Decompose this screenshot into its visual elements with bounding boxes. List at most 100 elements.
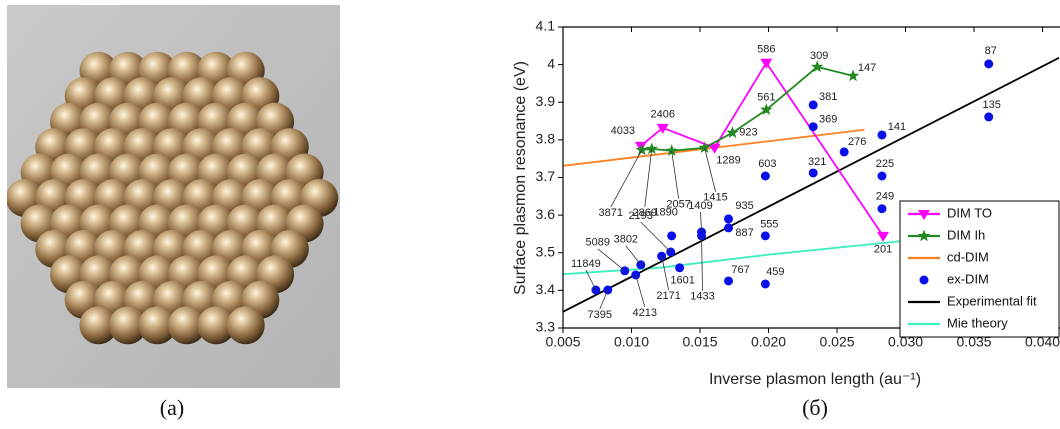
y-tick-label: 3.5 [536, 243, 556, 259]
marker [635, 143, 648, 156]
x-tick-label: 0.010 [614, 334, 649, 350]
x-tick-label: 0.015 [682, 334, 717, 350]
marker [698, 141, 711, 153]
marker [918, 210, 930, 220]
label-leader [701, 235, 703, 291]
sphere [108, 306, 147, 345]
marker [877, 171, 887, 181]
marker [726, 126, 739, 138]
y-tick-label: 3.9 [536, 93, 556, 109]
marker [760, 279, 770, 289]
caption: (б) [802, 395, 828, 420]
marker [760, 103, 773, 115]
y-tick-label: 3.8 [536, 131, 556, 147]
sphere [79, 306, 118, 345]
legend: DIM TO DIM Ih cd-DIM ex-DIM Experimental fit… [899, 200, 1060, 338]
x-tick-label: 0.005 [545, 334, 580, 350]
marker [667, 231, 677, 241]
point-label: 87 [985, 45, 997, 57]
point-label: 1289 [716, 155, 740, 167]
x-tick-label: 0.030 [888, 334, 923, 350]
sphere [138, 306, 177, 345]
legend-label: DIM Ih [947, 227, 985, 242]
marker [656, 123, 669, 134]
marker [708, 143, 721, 154]
sphere [197, 306, 236, 345]
marker [877, 130, 887, 140]
point-label: 935 [735, 200, 753, 212]
nanoparticle-image [7, 51, 339, 345]
point-label: 923 [739, 127, 757, 139]
x-tick-label: 0.025 [820, 334, 855, 350]
point-label: 309 [810, 50, 828, 62]
point-label: 7395 [588, 309, 612, 321]
point-label: 1890 [653, 207, 677, 219]
plot-area: 4033 2406 1289 586 201 3871 2869 2057 1415 923 561… [563, 44, 1060, 321]
marker [877, 204, 887, 214]
point-label: 603 [758, 158, 776, 170]
label-leader [597, 248, 626, 272]
label-leader [610, 149, 643, 208]
caption: (a) [160, 395, 184, 420]
marker [984, 59, 994, 69]
point-label: 459 [766, 266, 784, 278]
y-tick-label: 3.3 [536, 319, 556, 335]
point-label: 1409 [688, 200, 712, 212]
marker [760, 171, 770, 181]
marker [808, 122, 818, 132]
point-label: 135 [983, 99, 1001, 111]
marker [808, 168, 818, 178]
marker [760, 58, 773, 69]
point-label: 1601 [670, 275, 694, 287]
y-tick-label: 3.6 [536, 206, 556, 222]
label-leader [640, 221, 671, 253]
marker [724, 214, 734, 224]
axes: 0.005 0.010 0.015 0.020 0.025 0.030 0.035 0.040… [536, 18, 1060, 350]
point-label: 555 [760, 219, 778, 231]
x-axis-title: Inverse plasmon length (au⁻¹) [709, 371, 921, 388]
x-tick-label: 0.035 [957, 334, 992, 350]
legend-label: Mie theory [947, 315, 1008, 330]
point-label: 4033 [611, 125, 635, 137]
label-leader [599, 289, 609, 310]
marker [846, 69, 860, 82]
point-label: 201 [874, 244, 892, 256]
label-leader [635, 274, 646, 308]
label-leader [704, 147, 716, 192]
point-label: 2193 [628, 210, 652, 222]
marker [675, 263, 685, 273]
marker [665, 144, 678, 156]
point-label: 3871 [599, 207, 623, 219]
point-label: 2869 [633, 207, 657, 219]
marker [760, 231, 770, 241]
sphere [226, 306, 265, 345]
y-tick-label: 3.4 [536, 281, 556, 297]
point-label: 4213 [633, 307, 657, 319]
point-label: 2171 [656, 290, 680, 302]
legend-box [899, 200, 1060, 338]
point-label: 1433 [690, 291, 714, 303]
series-line [563, 57, 1060, 313]
point-label: 887 [735, 227, 753, 239]
point-label: 11849 [571, 258, 601, 270]
marker [984, 112, 994, 122]
sphere [167, 306, 206, 345]
legend-label: Experimental fit [947, 293, 1037, 308]
label-leader [661, 256, 670, 291]
point-label: 5089 [586, 237, 610, 249]
x-tick-label: 0.020 [751, 334, 786, 350]
marker [811, 60, 824, 73]
point-label: 561 [757, 92, 775, 104]
marker [808, 100, 818, 110]
label-leader [625, 245, 642, 266]
legend-label: ex-DIM [947, 271, 989, 286]
label-leader [644, 148, 653, 207]
point-label: 2406 [651, 109, 675, 121]
legend-label: DIM TO [947, 205, 992, 220]
marker [877, 231, 890, 242]
point-label: 586 [757, 44, 775, 56]
point-label: 225 [876, 158, 894, 170]
y-tick-label: 3.7 [536, 168, 556, 184]
